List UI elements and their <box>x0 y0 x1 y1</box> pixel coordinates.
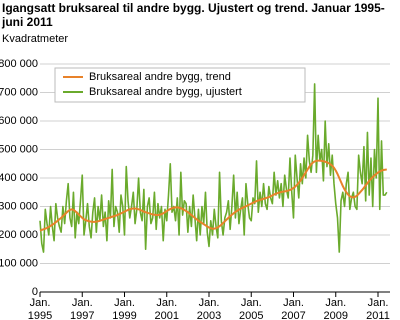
x-tick-label: Jan. 2001 <box>154 297 179 320</box>
legend-label: Bruksareal andre bygg, trend <box>89 71 231 83</box>
x-tick-label: Jan. 2005 <box>239 297 264 320</box>
legend-box <box>54 67 306 103</box>
x-tick-label: Jan. 1999 <box>112 297 137 320</box>
y-axis-label: Kvadratmeter <box>2 33 69 45</box>
x-tick-label: Jan. 2003 <box>196 297 222 320</box>
y-tick-label: 300 000 <box>0 200 38 212</box>
y-tick-label: 600 000 <box>0 115 38 127</box>
y-tick-label: 700 000 <box>0 86 38 98</box>
y-tick-label: 200 000 <box>0 229 38 241</box>
y-tick-label: 500 000 <box>0 143 38 155</box>
y-tick-label: 400 000 <box>0 172 38 184</box>
y-tick-label: 100 000 <box>0 257 38 269</box>
y-tick-label: 800 000 <box>0 58 38 70</box>
x-tick-label: Jan. 1995 <box>27 297 53 320</box>
x-tick-label: Jan. 2011 <box>366 297 390 320</box>
chart-title: Igangsatt bruksareal til andre bygg. Uju… <box>2 1 385 29</box>
x-tick-label: Jan. 1997 <box>70 297 95 320</box>
data-line <box>39 83 388 253</box>
legend-label: Bruksareal andre bygg, ujustert <box>89 86 242 98</box>
data-line <box>39 159 387 232</box>
x-tick-label: Jan. 2007 <box>281 297 306 320</box>
x-tick-label: Jan. 2009 <box>323 297 348 320</box>
y-tick-label: 0 <box>32 286 38 298</box>
